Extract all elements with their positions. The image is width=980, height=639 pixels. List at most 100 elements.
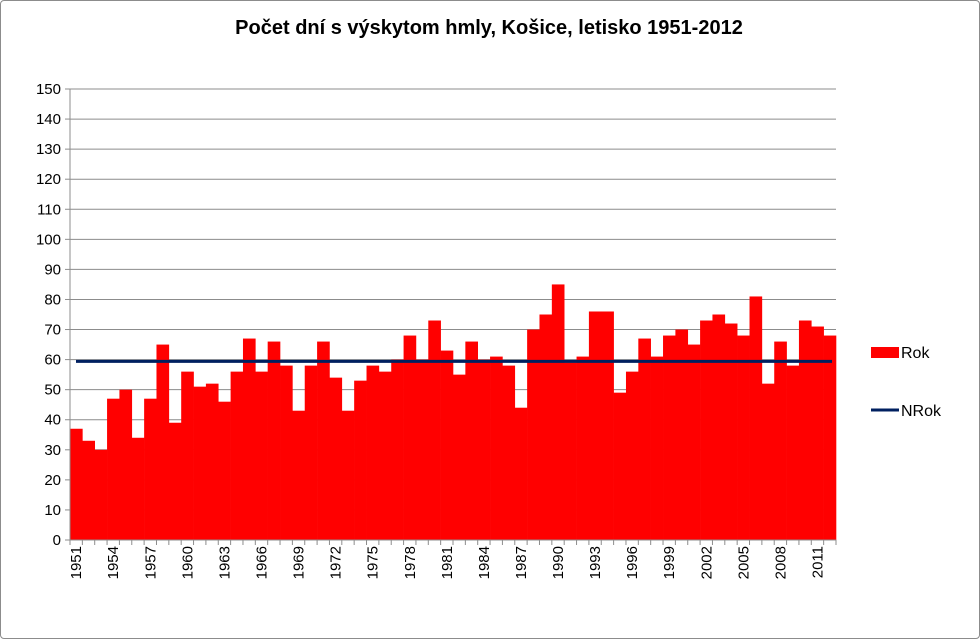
bar-2006	[749, 296, 763, 540]
legend-label-nrok: NRok	[901, 403, 942, 420]
y-tick-label: 90	[44, 261, 61, 278]
bar-1983	[465, 341, 478, 540]
bar-2001	[687, 344, 701, 540]
x-tick-label: 1990	[550, 546, 567, 579]
x-tick-label: 1984	[476, 546, 493, 579]
bar-1964	[230, 371, 244, 540]
x-tick-label: 1960	[179, 546, 196, 579]
x-tick-label: 1969	[291, 546, 308, 579]
bar-series-rok	[70, 284, 837, 540]
x-tick-label: 1966	[254, 546, 271, 579]
x-axis-tick-labels: 1951 1954 1957 1960 1963 1966 1969 1972 1975 1978…	[68, 546, 826, 579]
y-tick-label: 130	[36, 141, 61, 158]
bar-1993	[588, 311, 602, 540]
bar-1952	[82, 440, 95, 540]
bar-1968	[280, 365, 293, 540]
bar-1969	[292, 410, 306, 540]
bar-1977	[391, 359, 404, 540]
x-tick-label: 1954	[105, 546, 122, 579]
legend: Rok NRok	[871, 345, 942, 420]
y-tick-label: 0	[53, 532, 61, 549]
y-axis-tick-labels: 0 10 20 30 40 50 60 70 80 90 100 110 120 130 140 150	[36, 81, 61, 549]
bar-1963	[218, 401, 231, 540]
bar-1966	[255, 371, 268, 540]
bar-2008	[774, 341, 787, 540]
x-tick-label: 2005	[735, 546, 752, 579]
legend-swatch-rok	[871, 347, 899, 358]
bar-1987	[514, 407, 528, 540]
bar-1999	[663, 335, 676, 540]
bar-1972	[329, 377, 343, 540]
bar-1975	[366, 365, 380, 540]
bar-1967	[267, 341, 281, 540]
x-tick-label: 1972	[328, 546, 345, 579]
x-tick-label: 1978	[402, 546, 419, 579]
bar-1995	[613, 392, 627, 540]
y-tick-label: 110	[37, 201, 61, 218]
bar-1986	[502, 365, 516, 540]
x-tick-label: 1993	[587, 546, 604, 579]
bar-2010	[798, 320, 812, 540]
bar-1974	[354, 380, 367, 540]
bar-1955	[119, 389, 133, 540]
bar-1954	[107, 398, 120, 540]
bar-1980	[428, 320, 441, 540]
bar-1970	[304, 365, 318, 540]
bar-2009	[786, 365, 800, 540]
bar-1960	[181, 371, 194, 540]
bar-2002	[700, 320, 713, 540]
x-tick-label: 1975	[365, 546, 382, 579]
x-tick-label: 2008	[772, 546, 789, 579]
bar-1976	[378, 371, 392, 540]
x-tick-label: 1951	[68, 546, 85, 579]
bar-1989	[539, 314, 553, 540]
bar-1957	[144, 398, 157, 540]
bar-1990	[551, 284, 565, 540]
bar-1988	[527, 329, 540, 540]
bar-1951	[70, 428, 83, 540]
axes	[69, 89, 837, 545]
x-tick-label: 1957	[142, 546, 159, 579]
bar-1971	[317, 341, 330, 540]
bar-1956	[131, 437, 145, 540]
x-tick-label: 2011	[809, 546, 826, 578]
legend-label-rok: Rok	[901, 345, 930, 362]
bar-2005	[737, 335, 750, 540]
bar-1959	[168, 422, 182, 540]
y-tick-label: 20	[44, 472, 61, 489]
x-tick-label: 1987	[513, 546, 530, 579]
y-tick-label: 10	[44, 502, 61, 519]
bar-2007	[761, 383, 775, 540]
x-tick-label: 1996	[624, 546, 641, 579]
bar-2003	[712, 314, 726, 540]
bar-1962	[205, 383, 219, 540]
bar-1992	[576, 356, 590, 540]
y-tick-label: 30	[44, 442, 61, 459]
x-tick-label: 1999	[661, 546, 678, 579]
bar-2004	[724, 323, 738, 540]
y-tick-label: 40	[44, 412, 61, 429]
x-tick-label: 1981	[439, 546, 456, 579]
y-tick-label: 50	[44, 382, 61, 399]
bar-1961	[193, 386, 207, 540]
bar-1984	[477, 359, 491, 540]
y-tick-label: 100	[36, 231, 61, 248]
bar-1996	[625, 371, 639, 540]
bar-1998	[650, 356, 664, 540]
bar-2011	[811, 326, 824, 540]
chart-title: Počet dní s výskytom hmly, Košice, letis…	[235, 17, 743, 39]
bar-1979	[415, 359, 429, 540]
y-tick-label: 120	[36, 171, 61, 188]
bar-1973	[341, 410, 355, 540]
bar-1985	[490, 356, 503, 540]
bar-1994	[601, 311, 614, 540]
y-tick-label: 80	[44, 291, 61, 308]
bar-2012	[823, 335, 837, 540]
bar-1958	[156, 344, 170, 540]
bar-1982	[453, 374, 466, 540]
bar-1953	[94, 449, 108, 540]
x-tick-label: 1963	[216, 546, 233, 579]
bar-1978	[403, 335, 417, 540]
